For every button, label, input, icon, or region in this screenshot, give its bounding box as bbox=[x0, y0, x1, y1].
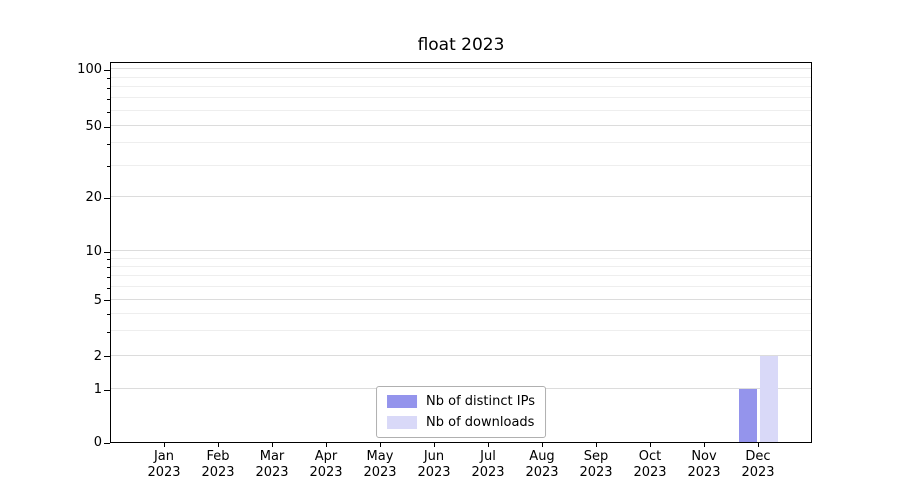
y-tick-mark bbox=[104, 69, 110, 71]
y-tick-mark bbox=[104, 442, 110, 444]
x-tick-mark bbox=[541, 443, 543, 447]
y-minor-tick-mark bbox=[107, 111, 110, 113]
x-tick-label: Jul 2023 bbox=[471, 449, 505, 480]
y-tick-label: 0 bbox=[93, 435, 102, 450]
legend: Nb of distinct IPs Nb of downloads bbox=[376, 386, 546, 438]
y-tick-mark bbox=[104, 356, 110, 358]
y-tick-mark bbox=[104, 251, 110, 253]
x-tick-mark bbox=[271, 443, 273, 447]
gridline-minor bbox=[111, 86, 811, 88]
x-tick-label: Oct 2023 bbox=[633, 449, 667, 480]
x-tick-label: Mar 2023 bbox=[255, 449, 289, 480]
chart-title: float 2023 bbox=[417, 35, 505, 55]
x-tick-mark bbox=[433, 443, 435, 447]
y-tick-mark bbox=[104, 197, 110, 199]
y-minor-tick-mark bbox=[107, 98, 110, 100]
gridline-minor bbox=[111, 330, 811, 332]
x-tick-label: Apr 2023 bbox=[309, 449, 343, 480]
y-minor-tick-mark bbox=[107, 166, 110, 168]
x-tick-mark bbox=[757, 443, 759, 447]
x-tick-label: Jan 2023 bbox=[147, 449, 181, 480]
y-minor-tick-mark bbox=[107, 78, 110, 80]
bar-distinct-ips-dec bbox=[739, 389, 757, 442]
legend-label-distinct-ips: Nb of distinct IPs bbox=[426, 394, 535, 409]
x-tick-label: Jun 2023 bbox=[417, 449, 451, 480]
legend-swatch-downloads bbox=[387, 416, 418, 429]
legend-swatch-distinct-ips bbox=[387, 395, 418, 408]
x-tick-label: Aug 2023 bbox=[525, 449, 559, 480]
y-minor-tick-mark bbox=[107, 287, 110, 289]
x-tick-mark bbox=[325, 443, 327, 447]
bars-layer bbox=[111, 63, 811, 442]
y-minor-tick-mark bbox=[107, 276, 110, 278]
y-tick-label: 10 bbox=[85, 244, 102, 260]
y-tick-label: 100 bbox=[77, 62, 102, 77]
gridline-minor bbox=[111, 142, 811, 144]
y-tick-label: 1 bbox=[93, 382, 102, 397]
gridline-minor bbox=[111, 76, 811, 78]
y-tick-label: 5 bbox=[93, 292, 102, 308]
x-tick-mark bbox=[595, 443, 597, 447]
bar-downloads-dec bbox=[760, 355, 778, 442]
gridline-minor bbox=[111, 110, 811, 112]
legend-entry-downloads: Nb of downloads bbox=[387, 415, 535, 430]
gridline-minor bbox=[111, 265, 811, 267]
y-tick-label: 20 bbox=[85, 190, 102, 205]
gridline-minor bbox=[111, 312, 811, 314]
legend-label-downloads: Nb of downloads bbox=[426, 415, 535, 430]
x-tick-mark bbox=[217, 443, 219, 447]
gridline-major bbox=[111, 250, 811, 252]
y-minor-tick-mark bbox=[107, 314, 110, 315]
y-minor-tick-mark bbox=[107, 87, 110, 89]
x-tick-mark bbox=[649, 443, 651, 447]
y-minor-tick-mark bbox=[107, 331, 110, 333]
gridline-major bbox=[111, 68, 811, 69]
x-tick-label: Sep 2023 bbox=[579, 449, 613, 480]
x-tick-mark bbox=[163, 443, 165, 447]
y-minor-tick-mark bbox=[107, 259, 110, 260]
gridline-major bbox=[111, 354, 811, 356]
x-tick-mark bbox=[487, 443, 489, 447]
x-tick-label: Nov 2023 bbox=[687, 449, 721, 480]
y-tick-mark bbox=[104, 389, 110, 391]
y-minor-tick-mark bbox=[107, 267, 110, 269]
gridline-minor bbox=[111, 257, 811, 259]
y-tick-label: 2 bbox=[93, 348, 102, 364]
y-minor-tick-mark bbox=[107, 143, 110, 145]
gridline-minor bbox=[111, 97, 811, 99]
gridline-major bbox=[111, 196, 811, 197]
gridline-minor bbox=[111, 286, 811, 288]
y-tick-mark bbox=[104, 126, 110, 128]
x-tick-label: Feb 2023 bbox=[201, 449, 235, 480]
y-tick-mark bbox=[104, 300, 110, 302]
gridlines bbox=[111, 63, 811, 442]
gridline-minor bbox=[111, 275, 811, 277]
x-tick-mark bbox=[379, 443, 381, 447]
x-tick-label: May 2023 bbox=[363, 449, 397, 480]
legend-entry-distinct-ips: Nb of distinct IPs bbox=[387, 394, 535, 409]
gridline-minor bbox=[111, 164, 811, 166]
gridline-major bbox=[111, 125, 811, 127]
y-tick-label: 50 bbox=[85, 119, 102, 135]
x-tick-mark bbox=[703, 443, 705, 447]
x-tick-label: Dec 2023 bbox=[741, 449, 775, 480]
plot-area: Nb of distinct IPs Nb of downloads bbox=[110, 62, 812, 443]
gridline-major bbox=[111, 298, 811, 300]
